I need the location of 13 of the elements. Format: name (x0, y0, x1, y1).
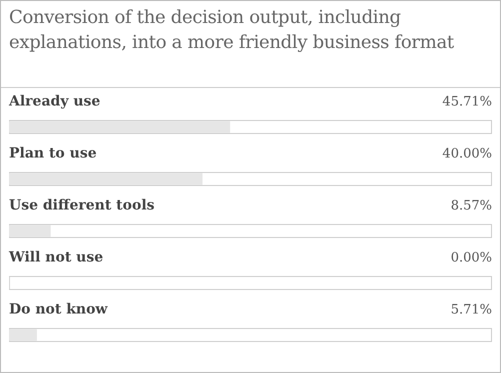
y-tick-label: Will not use (8, 250, 104, 266)
y-tick-label: Use different tools (9, 198, 155, 214)
bar (9, 329, 37, 341)
data-label: 0.00% (450, 250, 492, 266)
data-label: 5.71% (450, 302, 492, 318)
bar (9, 225, 51, 237)
chart-title: Conversion of the decision output, including explanations, into a more friendly business format (9, 6, 455, 55)
data-label: 8.57% (450, 198, 492, 214)
y-tick-label: Do not know (9, 302, 108, 318)
y-tick-label: Plan to use (9, 146, 97, 162)
data-label: 45.71% (442, 94, 492, 110)
data-label: 40.00% (442, 146, 492, 162)
y-tick-label: Already use (8, 94, 100, 110)
